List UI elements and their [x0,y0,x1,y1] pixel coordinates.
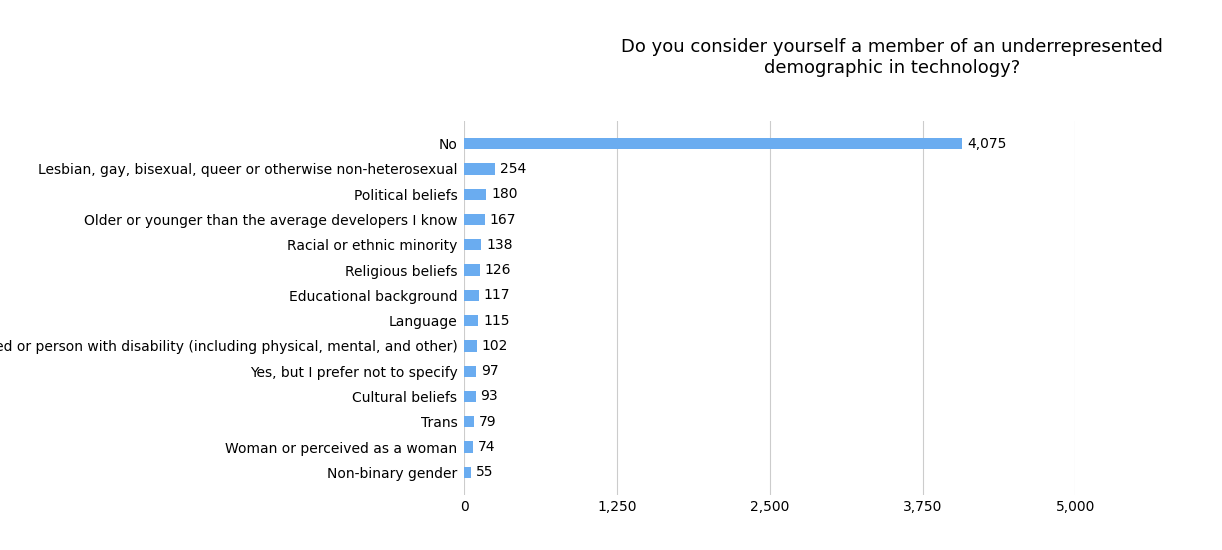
Bar [464,391,475,402]
Bar [464,265,480,276]
Bar [464,214,485,225]
Bar [464,466,472,478]
Bar [464,366,477,377]
Text: 55: 55 [477,465,494,479]
Text: 180: 180 [491,187,518,201]
Text: 117: 117 [484,288,510,302]
Text: 4,075: 4,075 [968,137,1007,151]
Text: Do you consider yourself a member of an underrepresented
demographic in technolo: Do you consider yourself a member of an … [621,39,1163,78]
Text: 254: 254 [500,162,527,176]
Text: 115: 115 [484,314,510,328]
Bar [464,315,479,326]
Bar [464,163,495,175]
Text: 97: 97 [481,364,499,378]
Bar [464,138,963,150]
Bar [464,239,481,250]
Bar [464,340,477,351]
Bar [464,416,474,427]
Bar [464,441,473,453]
Bar [464,290,479,301]
Text: 138: 138 [486,238,512,252]
Text: 102: 102 [481,339,508,353]
Text: 93: 93 [480,389,499,404]
Text: 126: 126 [485,263,511,277]
Bar [464,189,486,200]
Text: 79: 79 [479,415,496,429]
Text: 167: 167 [490,212,516,227]
Text: 74: 74 [478,440,496,454]
